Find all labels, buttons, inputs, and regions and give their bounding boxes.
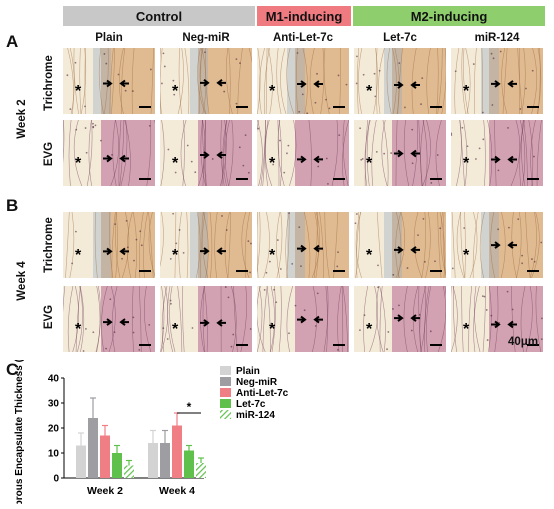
bar — [148, 443, 158, 478]
svg-text:*: * — [172, 83, 179, 100]
svg-text:*: * — [172, 321, 179, 338]
svg-text:*: * — [75, 247, 82, 264]
micrograph-tile: * — [451, 120, 543, 186]
bar — [184, 450, 194, 478]
group-header-m2: M2-inducing — [353, 6, 545, 26]
micrograph-tile: * — [63, 48, 155, 114]
bar — [76, 445, 86, 478]
panel-letter-b: B — [6, 196, 19, 215]
svg-text:*: * — [75, 83, 82, 100]
legend-label: Anti-Let-7c — [236, 388, 289, 399]
bar — [172, 425, 182, 478]
week-label-b: Week 4 — [16, 261, 28, 301]
svg-text:*: * — [75, 321, 82, 338]
group-label-control: Control — [135, 8, 183, 24]
svg-text:*: * — [463, 155, 470, 172]
micrograph-tile: * — [160, 120, 252, 186]
legend-swatch — [220, 410, 231, 419]
y-tick-label: 0 — [53, 474, 59, 485]
micrograph-tile: * — [354, 212, 446, 278]
legend-label: miR-124 — [236, 410, 275, 421]
svg-text:*: * — [269, 321, 276, 338]
legend-label: Let-7c — [236, 399, 266, 410]
bar — [112, 453, 122, 478]
micrograph-tile: * — [160, 212, 252, 278]
group-header-m1: M1-inducing — [257, 6, 351, 26]
significance-marker: * — [187, 400, 192, 414]
panel-letter-c: C — [6, 360, 19, 379]
legend-swatch — [220, 377, 231, 386]
group-header-control: Control — [63, 6, 255, 26]
chart-svg: Fibrous Encapsulate Thickness (μm) 0 10 20 3… — [14, 341, 289, 509]
bar — [196, 463, 206, 478]
y-axis-label: Fibrous Encapsulate Thickness (μm) — [14, 360, 25, 504]
micrograph-tile: * — [257, 120, 349, 186]
row-label-evg-a: EVG — [43, 141, 55, 167]
micrograph-tile: * — [257, 212, 349, 278]
y-tick-label: 30 — [48, 399, 60, 410]
svg-text:*: * — [269, 155, 276, 172]
column-label-let-7c: Let-7c — [383, 32, 417, 44]
bar — [160, 443, 170, 478]
y-tick-label: 40 — [48, 374, 60, 385]
svg-text:*: * — [366, 155, 373, 172]
svg-text:*: * — [463, 247, 470, 264]
row-label-trichrome-a: Trichrome — [43, 55, 55, 111]
bar — [88, 418, 98, 478]
micrograph-tile: * — [451, 48, 543, 114]
micrograph-tile: * — [451, 286, 543, 352]
svg-text:*: * — [269, 83, 276, 100]
legend-label: Neg-miR — [236, 377, 278, 388]
bar-chart: Fibrous Encapsulate Thickness (μm) 0 10 20 3… — [0, 341, 554, 509]
micrograph-tile: * — [451, 212, 543, 278]
y-tick-label: 20 — [48, 424, 60, 435]
legend-swatch — [220, 399, 231, 408]
micrograph-tile: * — [63, 286, 155, 352]
legend-label: Plain — [236, 366, 260, 377]
micrograph-tile: * — [160, 48, 252, 114]
group-label-m2: M2-inducing — [410, 8, 488, 24]
micrograph-tile: * — [63, 212, 155, 278]
svg-text:*: * — [172, 247, 179, 264]
micrograph-tile: * — [354, 120, 446, 186]
svg-text:*: * — [366, 83, 373, 100]
y-tick-label: 10 — [48, 449, 60, 460]
column-label-neg-mir: Neg-miR — [182, 32, 230, 44]
group-label-m1: M1-inducing — [265, 8, 343, 24]
panel-letter-a: A — [6, 32, 19, 51]
svg-text:*: * — [463, 83, 470, 100]
svg-text:*: * — [172, 155, 179, 172]
row-label-evg-b: EVG — [43, 304, 55, 330]
column-label-mir-124: miR-124 — [474, 32, 520, 44]
svg-text:*: * — [366, 321, 373, 338]
svg-text:*: * — [75, 155, 82, 172]
svg-text:*: * — [463, 321, 470, 338]
x-tick-label: Week 4 — [159, 485, 195, 497]
micrograph-tile: * — [257, 286, 349, 352]
micrograph-tile: * — [354, 286, 446, 352]
bar — [100, 435, 110, 478]
column-label-plain: Plain — [95, 32, 123, 44]
micrograph-tile: * — [257, 48, 349, 114]
legend-swatch — [220, 388, 231, 397]
svg-text:*: * — [269, 247, 276, 264]
x-tick-label: Week 2 — [87, 485, 123, 497]
micrograph-tile: * — [63, 120, 155, 186]
bar — [124, 465, 134, 478]
scale-bar-label: 40μm — [508, 336, 539, 348]
legend-swatch — [220, 366, 231, 375]
micrograph-tile: * — [354, 48, 446, 114]
row-label-trichrome-b: Trichrome — [43, 217, 55, 273]
micrograph-tile: * — [160, 286, 252, 352]
column-label-anti-let-7c: Anti-Let-7c — [272, 32, 334, 44]
svg-text:*: * — [366, 247, 373, 264]
week-label-a: Week 2 — [16, 99, 28, 139]
